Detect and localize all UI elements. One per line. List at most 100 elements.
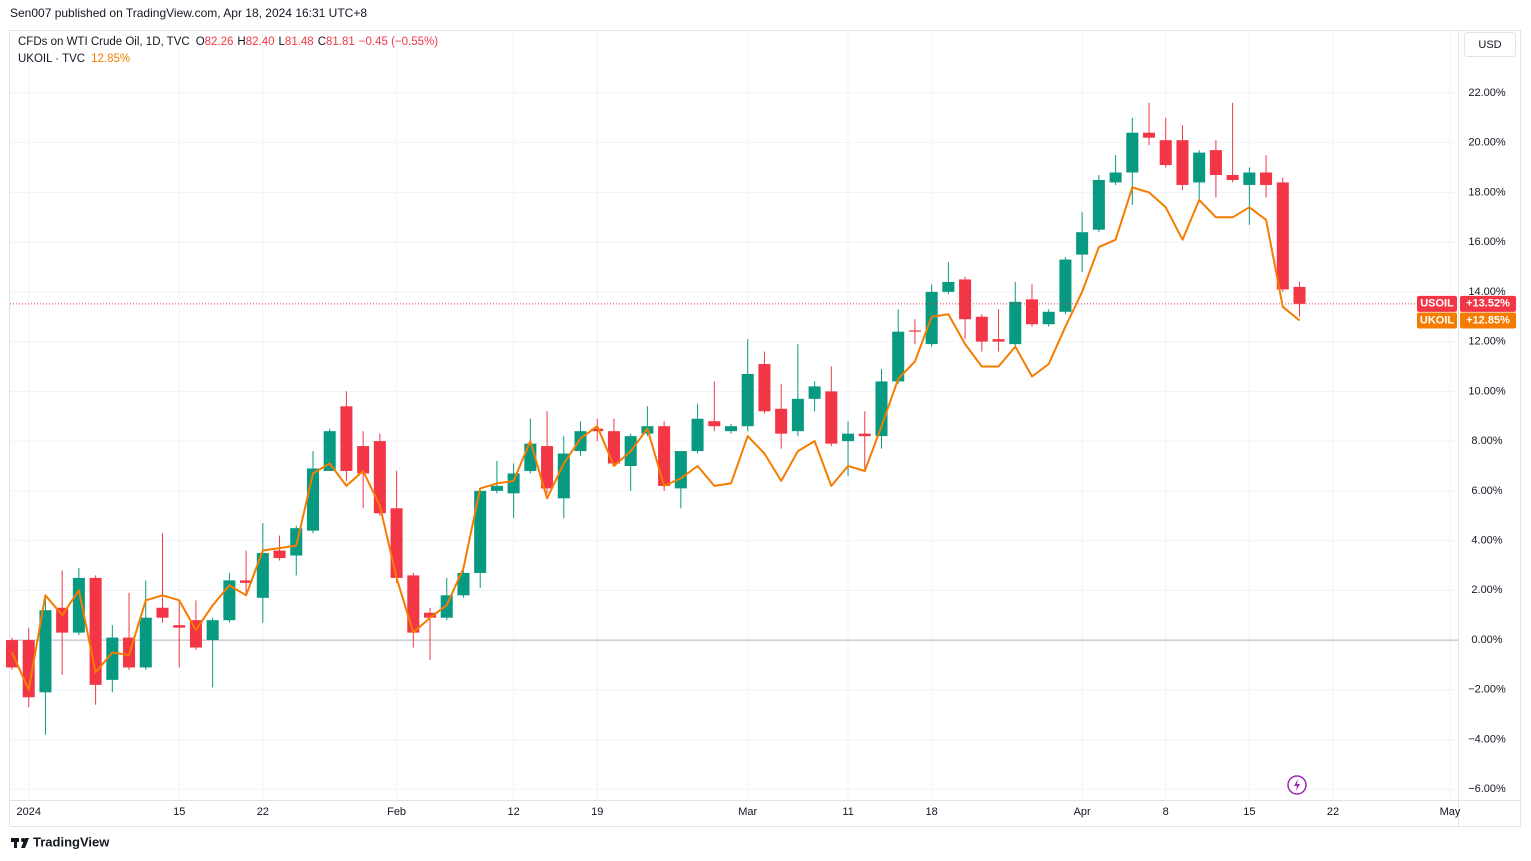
price-tag-value: +12.85% <box>1466 314 1510 326</box>
y-tick-label: 4.00% <box>1471 535 1502 547</box>
candle-body <box>591 428 604 432</box>
y-tick-label: 14.00% <box>1468 286 1506 298</box>
x-tick-label: 19 <box>591 806 603 818</box>
candle-body <box>1059 259 1072 312</box>
candle-body <box>975 316 988 342</box>
candle-body <box>1293 286 1306 304</box>
candle-body <box>273 550 286 559</box>
y-tick-label: 22.00% <box>1468 87 1506 99</box>
candle-body <box>56 607 69 633</box>
y-tick-label: −4.00% <box>1468 733 1506 745</box>
legend-o-value: 82.26 <box>205 36 234 48</box>
x-tick-label: 18 <box>926 806 938 818</box>
candle-body <box>1159 140 1172 166</box>
compare-line <box>11 186 1301 691</box>
price-tag-value-bg <box>1460 312 1516 329</box>
candle-body <box>959 279 972 320</box>
candle-body <box>323 431 336 471</box>
candle-body <box>758 364 771 412</box>
candle-body <box>1143 132 1156 138</box>
candle-body <box>1126 132 1139 173</box>
candle-body <box>574 431 587 452</box>
x-tick-label: 22 <box>1327 806 1339 818</box>
candle-body <box>541 446 554 489</box>
candle-body <box>373 441 386 514</box>
candle-body <box>775 408 788 434</box>
logo-stem <box>14 838 17 848</box>
legend-c-value: 81.81 <box>326 36 355 48</box>
currency-label[interactable]: USD <box>1478 39 1501 51</box>
candle-body <box>1092 179 1105 230</box>
price-tag-name: UKOIL <box>1420 314 1455 326</box>
candle-body <box>106 637 119 680</box>
candle-body <box>340 406 353 471</box>
candle-body <box>1193 152 1206 183</box>
price-tag-value-bg <box>1460 295 1516 312</box>
candle-body <box>424 612 437 618</box>
plot <box>5 102 1458 735</box>
candle-body <box>1009 301 1022 345</box>
candle-body <box>156 607 169 618</box>
legend-title: CFDs on WTI Crude Oil, 1D, TVC <box>18 36 190 48</box>
candle-body <box>842 433 855 442</box>
x-tick-label: 15 <box>1243 806 1255 818</box>
x-tick-label: Apr <box>1074 806 1091 818</box>
y-tick-label: 0.00% <box>1471 634 1502 646</box>
candle-body <box>1076 232 1089 255</box>
candle-body <box>858 433 871 437</box>
candle-body <box>72 577 85 633</box>
y-tick-label: 10.00% <box>1468 385 1506 397</box>
x-tick-label: Feb <box>387 806 406 818</box>
x-tick-label: 22 <box>257 806 269 818</box>
grid <box>10 30 1458 800</box>
x-tick-label: 8 <box>1163 806 1169 818</box>
price-tag-name: USOIL <box>1420 298 1454 310</box>
y-tick-label: −6.00% <box>1468 783 1506 795</box>
candle-body <box>139 617 152 668</box>
x-tick-label: 11 <box>842 806 853 818</box>
frame <box>9 30 1521 827</box>
x-tick-label: 2024 <box>16 806 40 818</box>
candle-body <box>691 418 704 452</box>
candle-body <box>357 446 370 474</box>
candle-body <box>674 451 687 489</box>
legend-compare-value: 12.85% <box>91 53 130 65</box>
candle-body <box>724 426 738 432</box>
legend-c-label: C <box>318 36 326 48</box>
footer-logo <box>11 838 29 848</box>
candle-body <box>892 331 905 382</box>
currency-button[interactable] <box>1464 32 1516 57</box>
candle-body <box>708 421 721 427</box>
candle-body <box>240 580 253 583</box>
price-tag-name-bg <box>1417 295 1457 312</box>
icon-bolt[interactable] <box>1294 779 1300 791</box>
candle-body <box>1025 299 1038 325</box>
legend-compare: UKOIL · TVC 12.85% <box>18 53 130 65</box>
price-tag-name-bg <box>1417 312 1457 329</box>
candle-body <box>407 575 420 633</box>
candle-body <box>908 330 921 332</box>
candle-body <box>390 508 403 578</box>
legend-h-label: H <box>237 36 245 48</box>
lightning-icon[interactable] <box>1287 775 1307 795</box>
candle-body <box>992 339 1005 342</box>
candle-body <box>206 620 219 641</box>
candle-body <box>457 572 470 596</box>
candle-body <box>173 625 186 628</box>
candle-body <box>1176 140 1189 185</box>
x-tick-label: Mar <box>738 806 757 818</box>
candle-body <box>825 391 838 444</box>
candle-body <box>490 485 503 491</box>
candle-body <box>507 473 520 494</box>
publish-header: Sen007 published on TradingView.com, Apr… <box>10 6 367 20</box>
candle-body <box>39 610 52 693</box>
footer-brand: TradingView <box>33 834 110 849</box>
y-tick-label: 8.00% <box>1471 435 1502 447</box>
candle-body <box>256 553 269 598</box>
y-tick-label: 12.00% <box>1468 336 1506 348</box>
legend-l-label: L <box>279 36 286 48</box>
candle-body <box>607 431 620 464</box>
legend-change: −0.45 (−0.55%) <box>359 36 438 48</box>
candle-body <box>1243 172 1256 185</box>
